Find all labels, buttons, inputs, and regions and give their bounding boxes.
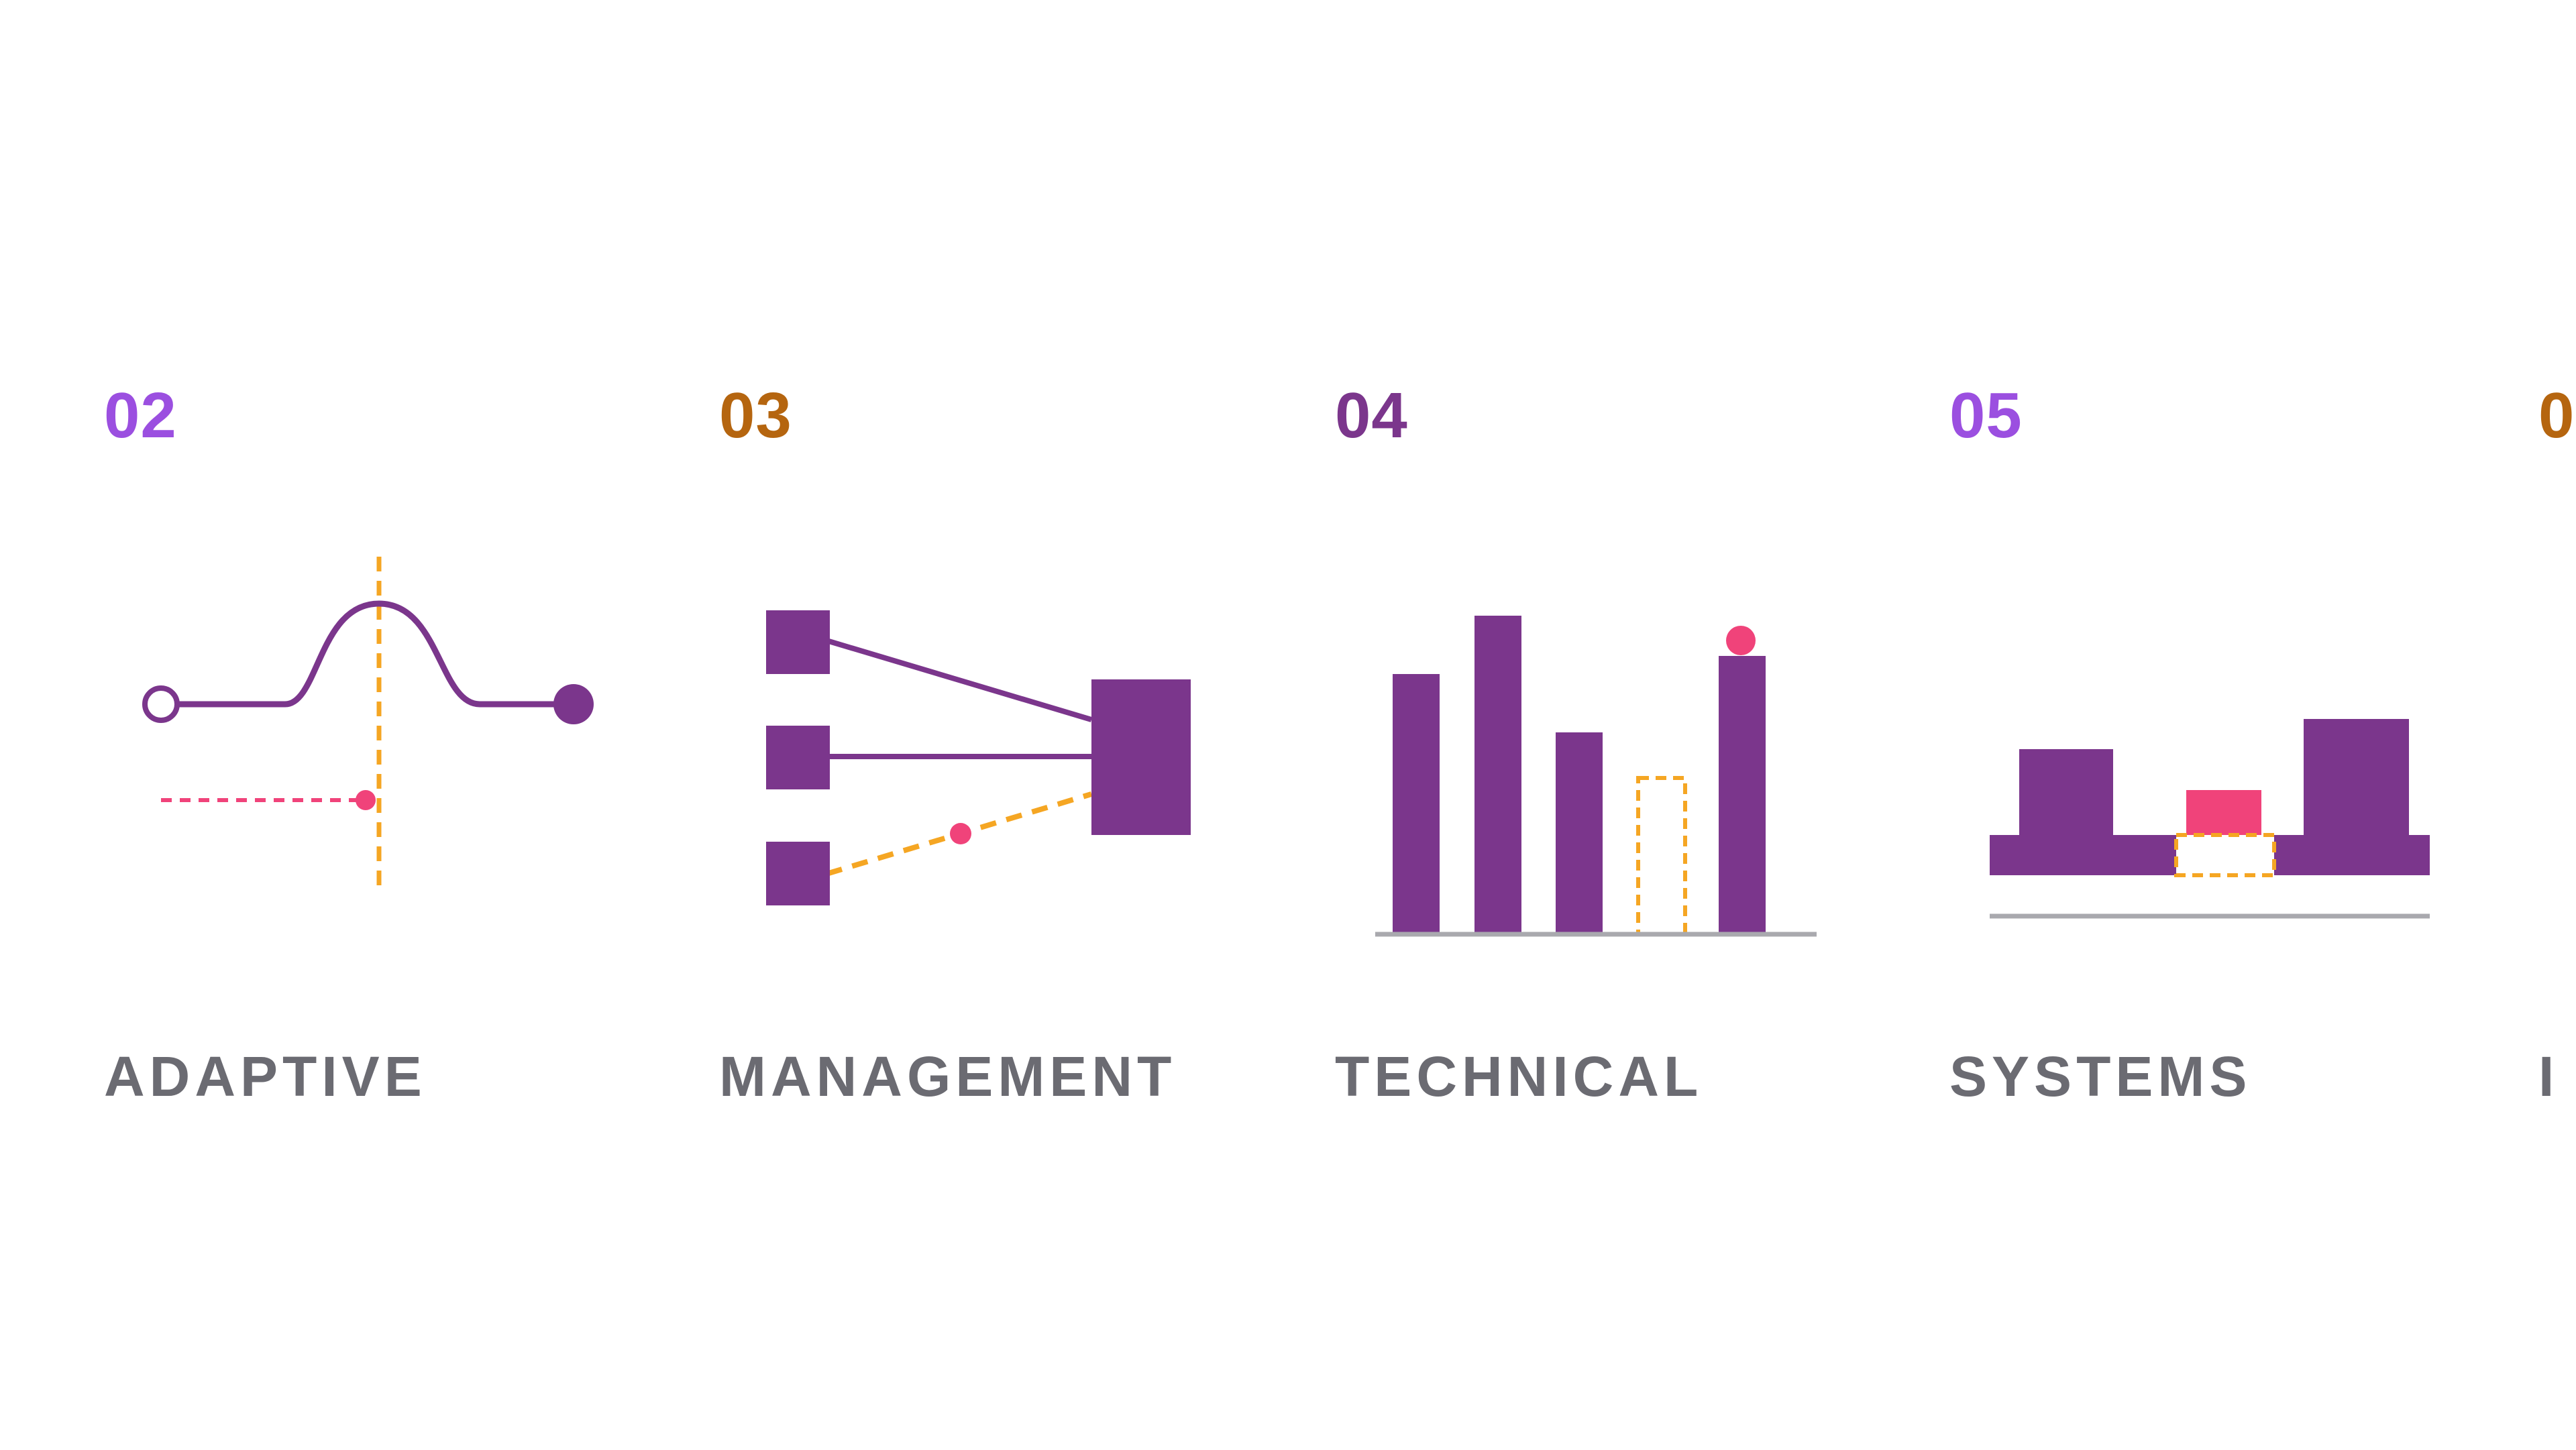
card-adaptive: 02 ADAPTIVE [104,376,681,1127]
card-management: 03 MANAGEMENT [719,376,1296,1127]
curve-peak-icon [142,557,594,892]
card-label: MANAGEMENT [719,1045,1177,1108]
card-partial: 0 I [2538,376,2576,1127]
card-label: ADAPTIVE [104,1045,427,1108]
card-number: 05 [1949,380,2023,451]
card-label: I [2538,1045,2559,1108]
card-number: 0 [2538,380,2575,451]
hub-connections-icon [766,610,1191,905]
card-technical: 04 TECHNICAL [1335,376,1912,1127]
card-label: TECHNICAL [1335,1045,1703,1108]
card-label: SYSTEMS [1949,1045,2252,1108]
blocks-platform-icon [1990,719,2430,919]
card-number: 03 [719,380,792,451]
bar-chart-icon [1375,616,1817,937]
card-number: 04 [1335,380,1408,451]
card-number: 02 [104,380,177,451]
card-systems: 05 SYSTEMS [1949,376,2526,1127]
